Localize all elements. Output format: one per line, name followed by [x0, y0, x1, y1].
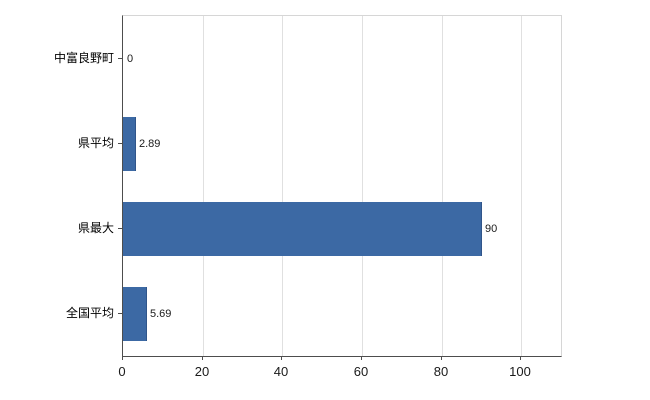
bar	[123, 117, 136, 171]
gridline	[521, 16, 522, 356]
x-axis-tick	[520, 356, 521, 360]
category-label: 全国平均	[65, 306, 114, 320]
x-axis-tick	[281, 356, 282, 360]
y-axis-tick	[118, 58, 122, 59]
x-axis-tick	[122, 356, 123, 360]
bar	[123, 202, 482, 256]
gridline	[442, 16, 443, 356]
category-label: 中富良野町	[53, 51, 114, 65]
value-label: 2.89	[139, 138, 161, 150]
gridline	[203, 16, 204, 356]
y-axis-tick	[118, 228, 122, 229]
x-axis-tick	[202, 356, 203, 360]
x-axis-tick-label: 60	[353, 364, 369, 379]
value-label: 5.69	[150, 308, 172, 320]
x-axis-tick	[361, 356, 362, 360]
x-axis-tick	[441, 356, 442, 360]
y-axis-tick	[118, 143, 122, 144]
x-axis-tick-label: 0	[118, 364, 126, 379]
x-axis-tick-label: 20	[194, 364, 210, 379]
plot-area: 0 2.89 90 5.69	[122, 15, 562, 357]
category-label: 県最大	[77, 221, 114, 235]
gridline	[282, 16, 283, 356]
bar	[123, 287, 147, 341]
x-axis-tick-label: 100	[509, 364, 531, 379]
value-label: 90	[485, 223, 498, 235]
x-axis-tick-label: 80	[433, 364, 449, 379]
value-label: 0	[127, 53, 134, 65]
gridline	[362, 16, 363, 356]
x-axis-tick-label: 40	[273, 364, 289, 379]
category-label: 県平均	[77, 136, 114, 150]
y-axis-tick	[118, 313, 122, 314]
